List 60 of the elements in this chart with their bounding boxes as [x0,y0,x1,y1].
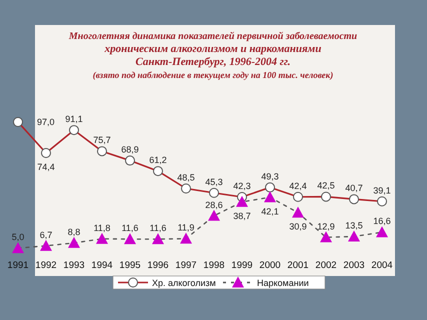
data-label: 6,7 [40,230,52,240]
data-label: 13,5 [345,220,363,230]
point [40,240,52,251]
data-label: 8,8 [68,226,80,237]
data-label: 61,2 [149,155,167,166]
x-tick-label: 1996 [147,260,169,271]
data-label: 68,9 [121,144,139,155]
chart-title: Многолетняя динамика показателей первичной заболеваемости хроническим алкоголизмом и наркоманиями Санкт-Петербург, 1996-2004 гг. [68,31,358,68]
data-label: 91,1 [65,114,83,124]
x-tick-label: 1993 [63,260,85,271]
point [208,210,220,221]
point [292,206,304,218]
x-tick-label: 2004 [371,260,393,271]
data-label: 42,1 [261,206,279,216]
x-tick-label: 2003 [343,260,365,271]
point [320,231,332,242]
point [124,233,136,244]
data-label: 28,6 [205,200,223,210]
data-label: 12,9 [317,221,335,232]
data-label: 75,7 [93,135,111,146]
x-tick-label: 1997 [175,260,197,271]
data-label: 11,9 [178,222,194,233]
data-label: 40,7 [345,183,363,194]
x-tick-label: 1998 [203,260,225,271]
data-label: 11,8 [94,222,110,233]
point [96,232,108,244]
legend-label: Наркомании [257,278,309,288]
data-label: 42,4 [289,180,307,191]
point [236,196,248,207]
x-tick-label: 1991 [7,260,29,271]
point [12,242,24,254]
data-label: 11,6 [150,223,166,234]
x-tick-label: 1995 [119,260,141,271]
data-label: 30,9 [289,222,307,232]
data-label: 16,6 [373,216,391,226]
point [68,236,80,248]
point [152,233,164,244]
x-tick-label: 2000 [259,260,281,271]
data-label: 5,0 [12,232,24,242]
legend-label: Хр. алкоголизм [152,278,216,288]
x-tick-label: 1999 [231,260,253,271]
data-label: 74,4 [37,162,55,172]
data-label: 48,5 [177,172,195,182]
point [376,226,388,238]
data-label: 39,1 [373,185,391,196]
data-label: 11,6 [122,223,138,234]
x-tick-label: 1992 [35,260,57,271]
data-label: 97,0 [37,117,55,127]
chart-subtitle: (взято под наблюдение в текущем году на 100 тыс. человек) [92,70,334,80]
data-label: 49,3 [261,171,279,182]
point [180,232,192,244]
data-label: 42,3 [233,181,251,191]
data-label: 45,3 [205,176,223,187]
x-tick-label: 2001 [287,260,309,271]
point [264,191,276,202]
point [348,230,360,242]
x-tick-label: 1994 [91,260,113,271]
x-tick-label: 2002 [315,260,337,271]
data-label: 38,7 [233,210,251,221]
data-label: 42,5 [317,180,335,191]
